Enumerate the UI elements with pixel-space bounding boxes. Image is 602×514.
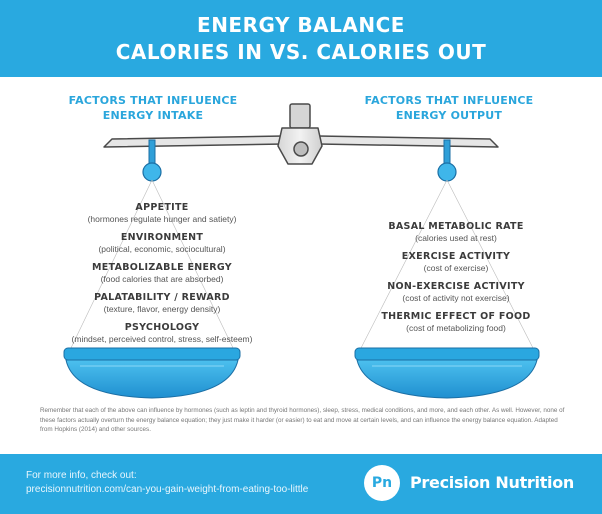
output-heading-line1: FACTORS THAT INFLUENCE	[364, 94, 534, 107]
factor-name: ENVIRONMENT	[120, 232, 204, 243]
left-rope-b	[151, 179, 235, 351]
output-factors-list: BASAL METABOLIC RATE (calories used at r…	[356, 221, 556, 341]
factor-desc: (cost of metabolizing food)	[406, 323, 506, 333]
balance-scale-illustration	[63, 103, 540, 399]
factor-name: EXERCISE ACTIVITY	[401, 251, 511, 262]
right-rope-a	[359, 179, 448, 351]
output-factor: NON-EXERCISE ACTIVITY (cost of activity …	[356, 281, 556, 304]
right-hanger-bar	[443, 139, 451, 165]
page-title: ENERGY BALANCE	[197, 13, 405, 37]
scale-top-knob	[289, 103, 311, 129]
factor-desc: (mindset, perceived control, stress, sel…	[71, 334, 253, 344]
intake-factor: APPETITE (hormones regulate hunger and s…	[52, 202, 272, 225]
factor-name: PSYCHOLOGY	[124, 322, 200, 333]
intake-factor: METABOLIZABLE ENERGY (food calories that…	[52, 262, 272, 285]
intake-factors-list: APPETITE (hormones regulate hunger and s…	[52, 202, 272, 352]
factor-desc: (cost of activity not exercise)	[402, 293, 510, 303]
footnote: Remember that each of the above can infl…	[40, 407, 565, 433]
footer-info-line1: For more info, check out:	[26, 470, 137, 481]
right-rope-b	[446, 179, 535, 351]
pn-logo-icon: Pn	[364, 465, 400, 501]
intake-heading: FACTORS THAT INFLUENCE ENERGY INTAKE	[48, 93, 258, 123]
factor-desc: (texture, flavor, energy density)	[103, 304, 221, 314]
intake-factor: PALATABILITY / REWARD (texture, flavor, …	[52, 292, 272, 315]
factor-desc: (political, economic, sociocultural)	[98, 244, 226, 254]
footer-banner: For more info, check out: precisionnutri…	[0, 454, 602, 514]
output-factor: BASAL METABOLIC RATE (calories used at r…	[356, 221, 556, 244]
factor-desc: (calories used at rest)	[415, 233, 497, 243]
scale-pivot	[293, 141, 309, 157]
intake-heading-line2: ENERGY INTAKE	[102, 109, 204, 122]
factor-name: BASAL METABOLIC RATE	[388, 221, 524, 232]
intake-factor: ENVIRONMENT (political, economic, socioc…	[52, 232, 272, 255]
header-banner: ENERGY BALANCE CALORIES IN VS. CALORIES …	[0, 0, 602, 77]
left-hanger-bar	[148, 139, 156, 165]
factor-desc: (food calories that are absorbed)	[100, 274, 224, 284]
left-hanger-ball	[142, 162, 162, 182]
factor-name: METABOLIZABLE ENERGY	[92, 262, 232, 273]
output-factor: EXERCISE ACTIVITY (cost of exercise)	[356, 251, 556, 274]
factor-name: NON-EXERCISE ACTIVITY	[387, 281, 525, 292]
right-pan	[354, 347, 540, 399]
output-heading: FACTORS THAT INFLUENCE ENERGY OUTPUT	[344, 93, 554, 123]
intake-heading-line1: FACTORS THAT INFLUENCE	[68, 94, 238, 107]
factor-name: PALATABILITY / REWARD	[94, 292, 230, 303]
page-subtitle: CALORIES IN VS. CALORIES OUT	[115, 40, 487, 64]
right-hanger-ball	[437, 162, 457, 182]
factor-desc: (cost of exercise)	[423, 263, 489, 273]
intake-factor: PSYCHOLOGY (mindset, perceived control, …	[52, 322, 272, 345]
output-heading-line2: ENERGY OUTPUT	[395, 109, 503, 122]
factor-desc: (hormones regulate hunger and satiety)	[87, 214, 237, 224]
factor-name: THERMIC EFFECT OF FOOD	[381, 311, 531, 322]
left-pan	[63, 347, 241, 399]
brand-name: Precision Nutrition	[410, 473, 575, 492]
footer-info: For more info, check out: precisionnutri…	[26, 469, 308, 497]
factor-name: APPETITE	[135, 202, 189, 213]
footer-link[interactable]: precisionnutrition.com/can-you-gain-weig…	[26, 484, 309, 495]
output-factor: THERMIC EFFECT OF FOOD (cost of metaboli…	[356, 311, 556, 334]
left-rope-a	[69, 179, 153, 351]
